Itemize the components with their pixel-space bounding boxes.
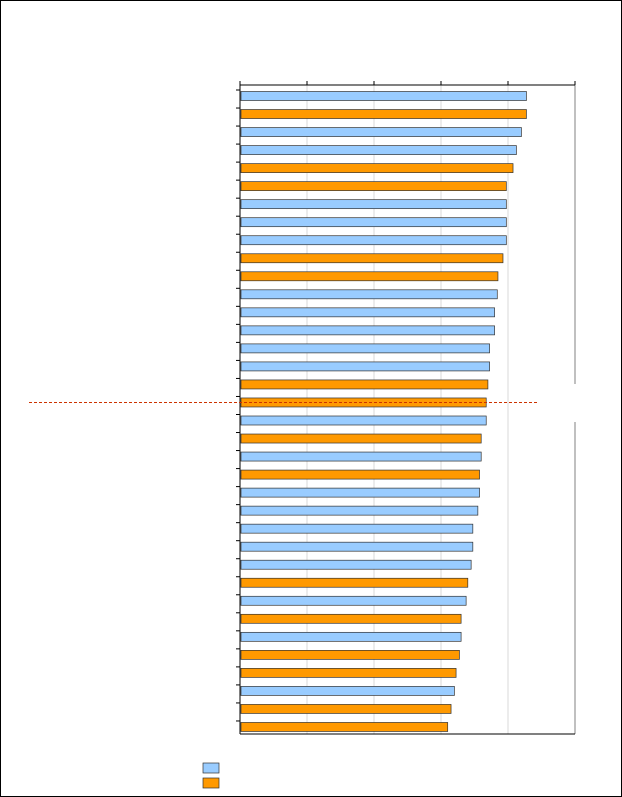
bar xyxy=(240,487,480,498)
legend-swatch xyxy=(202,762,220,774)
legend xyxy=(202,762,220,789)
bar xyxy=(240,145,517,155)
axes xyxy=(236,81,576,735)
bar xyxy=(240,668,457,678)
bar xyxy=(240,379,489,390)
bar xyxy=(240,181,507,191)
bar xyxy=(240,686,455,696)
bar xyxy=(240,595,467,606)
bar xyxy=(240,451,482,462)
bar xyxy=(240,559,472,570)
bar xyxy=(240,217,507,228)
bar xyxy=(240,415,487,426)
bar xyxy=(240,577,469,588)
gridlines xyxy=(306,85,509,734)
bar xyxy=(240,325,495,336)
bar xyxy=(240,235,507,246)
bar xyxy=(240,650,460,660)
bar xyxy=(240,541,474,552)
bar xyxy=(240,271,499,282)
bar xyxy=(240,343,490,354)
bar xyxy=(240,469,480,480)
bar xyxy=(240,91,527,101)
bar xyxy=(240,109,527,119)
bars xyxy=(240,91,527,732)
bar xyxy=(240,433,482,444)
bar xyxy=(240,704,452,714)
bar xyxy=(240,613,462,624)
bar xyxy=(240,253,504,264)
bar xyxy=(240,523,474,534)
bar xyxy=(240,722,449,732)
bar xyxy=(240,361,490,372)
bar xyxy=(240,307,495,318)
bar xyxy=(240,199,507,210)
bar xyxy=(240,631,462,642)
bar xyxy=(240,163,514,173)
bar xyxy=(240,127,522,137)
bar xyxy=(240,505,479,516)
legend-swatch xyxy=(202,777,220,789)
bar xyxy=(240,289,498,300)
